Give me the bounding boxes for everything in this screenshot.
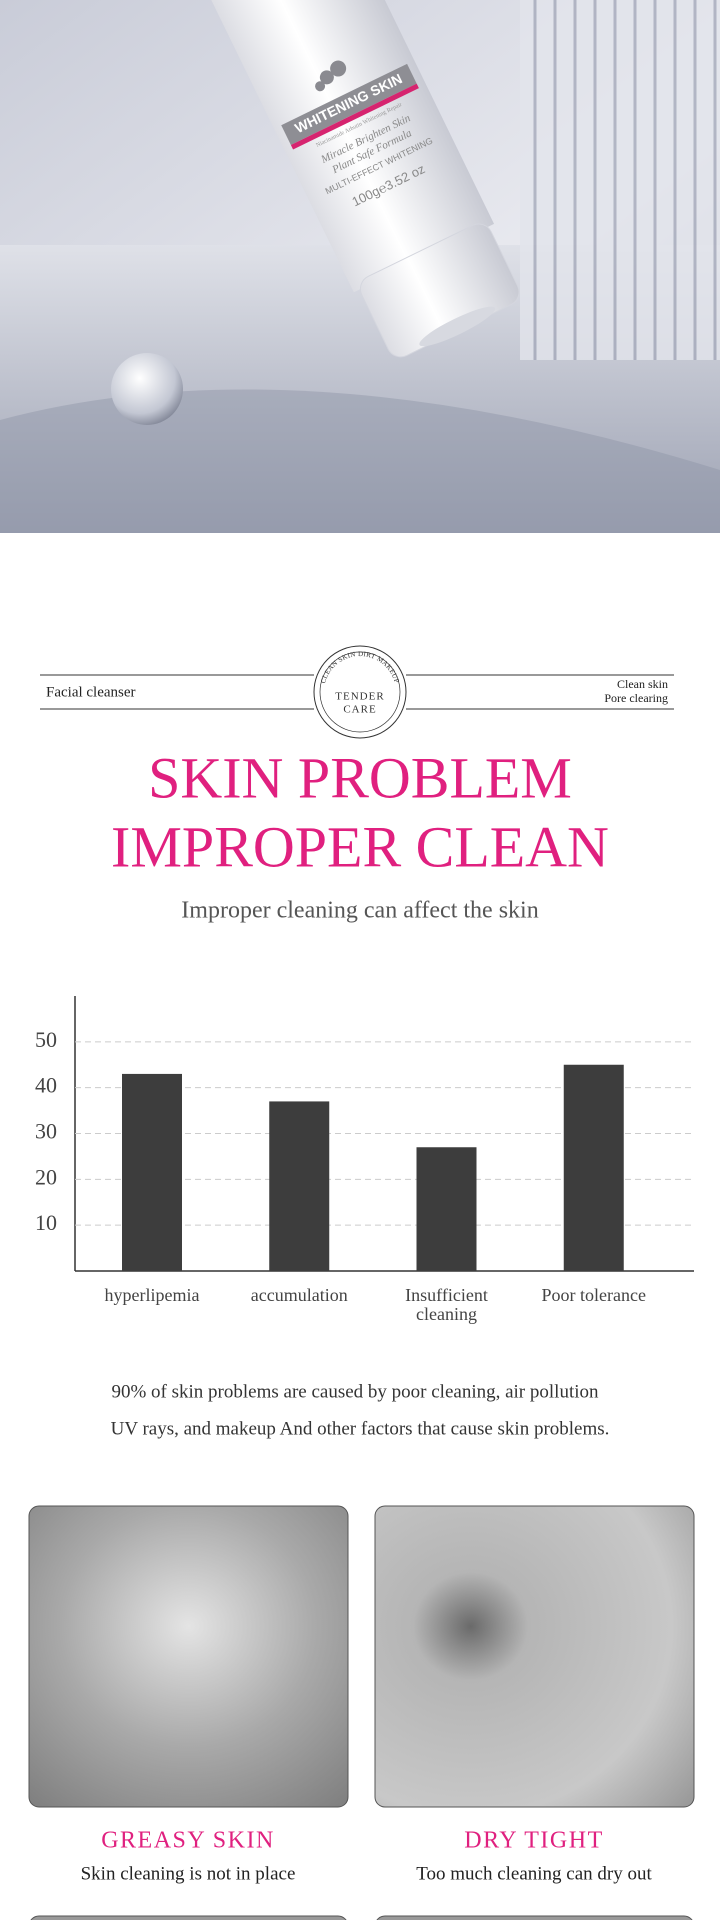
- shadow: [0, 389, 720, 533]
- skin-photo: [374, 1915, 695, 1925]
- skin-photo: [374, 1505, 695, 1808]
- card-text: Too much cleaning can dry out: [416, 1863, 652, 1884]
- y-tick-label: 30: [35, 1119, 57, 1144]
- bar: [122, 1073, 182, 1271]
- y-tick-label: 40: [35, 1073, 57, 1098]
- header-right: Pore clearing: [604, 691, 668, 705]
- x-tick-label: Poor tolerance: [541, 1285, 646, 1305]
- logo-text: TENDER: [335, 691, 384, 703]
- bar: [416, 1147, 477, 1271]
- header-left: Facial cleanser: [46, 684, 136, 700]
- description: 90% of skin problems are caused by poor …: [111, 1381, 599, 1402]
- description: UV rays, and makeup And other factors th…: [111, 1418, 610, 1439]
- card-text: Skin cleaning is not in place: [81, 1863, 296, 1884]
- card-title: DRY TIGHT: [464, 1828, 604, 1854]
- title: SKIN PROBLEM: [148, 745, 572, 810]
- logo-ring: [313, 645, 407, 739]
- x-tick-label: Insufficient cleaning: [405, 1285, 488, 1324]
- logo-text: CARE: [343, 704, 376, 716]
- bar: [269, 1101, 330, 1271]
- logo-ring: [319, 651, 401, 733]
- y-tick-label: 10: [35, 1210, 57, 1235]
- product-tube: WHITENING SKIN Niacinamide Arbutin White…: [182, 0, 520, 358]
- skin-photo: [28, 1915, 349, 1925]
- glass: [520, 0, 720, 360]
- y-tick-label: 20: [35, 1164, 57, 1189]
- title: IMPROPER CLEAN: [111, 814, 609, 879]
- card-title: GREASY SKIN: [101, 1828, 275, 1854]
- y-tick-label: 50: [35, 1027, 57, 1052]
- bar: [563, 1064, 624, 1271]
- subtitle: Improper cleaning can affect the skin: [181, 898, 538, 924]
- x-tick-label: hyperlipemia: [104, 1285, 200, 1305]
- water-drop: [111, 353, 183, 425]
- header-right: Clean skin: [617, 677, 668, 691]
- x-tick-label: accumulation: [250, 1285, 348, 1305]
- skin-photo: [28, 1505, 349, 1808]
